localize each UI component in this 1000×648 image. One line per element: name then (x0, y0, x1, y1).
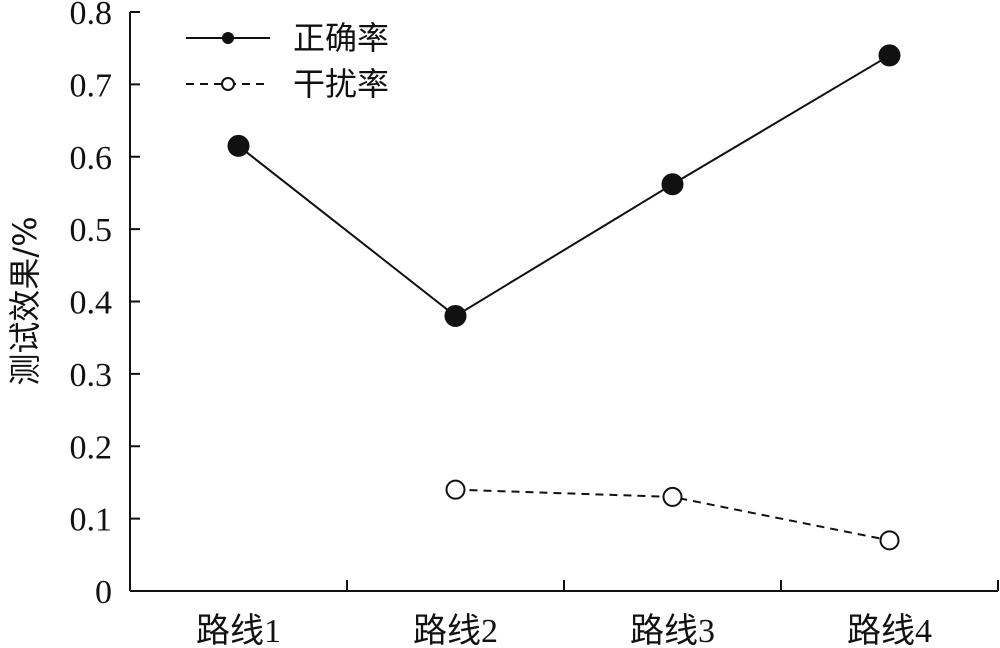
y-ticks: 0 0.1 0.2 0.3 0.4 0.5 0.6 0.7 0.8 (70, 0, 140, 611)
legend-label-series-1: 正确率 (293, 19, 389, 57)
legend-label-series-2: 干扰率 (293, 65, 389, 103)
data-point-series-1 (227, 134, 250, 157)
data-point-series-1 (878, 44, 901, 67)
x-tick-label: 路线2 (413, 612, 498, 648)
x-tick-label: 路线1 (196, 612, 281, 648)
y-tick-label: 0.2 (70, 429, 113, 466)
x-tick-label: 路线4 (847, 612, 932, 648)
legend-marker-series-2 (221, 77, 235, 91)
y-tick-label: 0.8 (70, 0, 113, 32)
series-layer (227, 44, 901, 551)
data-point-series-2 (662, 486, 683, 507)
y-tick-label: 0.4 (70, 285, 113, 322)
data-point-series-2 (445, 479, 466, 500)
y-tick-label: 0.3 (70, 357, 113, 394)
series-line-1 (237, 54, 891, 318)
x-ticks: 路线1 路线2 路线3 路线4 (196, 580, 999, 648)
y-tick-label: 0.5 (70, 212, 113, 249)
y-tick-label: 0.6 (70, 140, 113, 177)
data-point-series-1 (661, 173, 684, 196)
legend-marker-series-1 (222, 32, 234, 44)
x-tick-label: 路线3 (630, 612, 715, 648)
y-tick-label: 0.1 (70, 502, 113, 539)
y-axis-label: 测试效果/% (6, 216, 44, 385)
data-point-series-2 (879, 530, 900, 551)
y-tick-label: 0 (95, 574, 112, 611)
data-point-series-1 (444, 304, 467, 327)
y-tick-label: 0.7 (70, 67, 113, 104)
legend: 正确率 干扰率 (186, 19, 389, 103)
